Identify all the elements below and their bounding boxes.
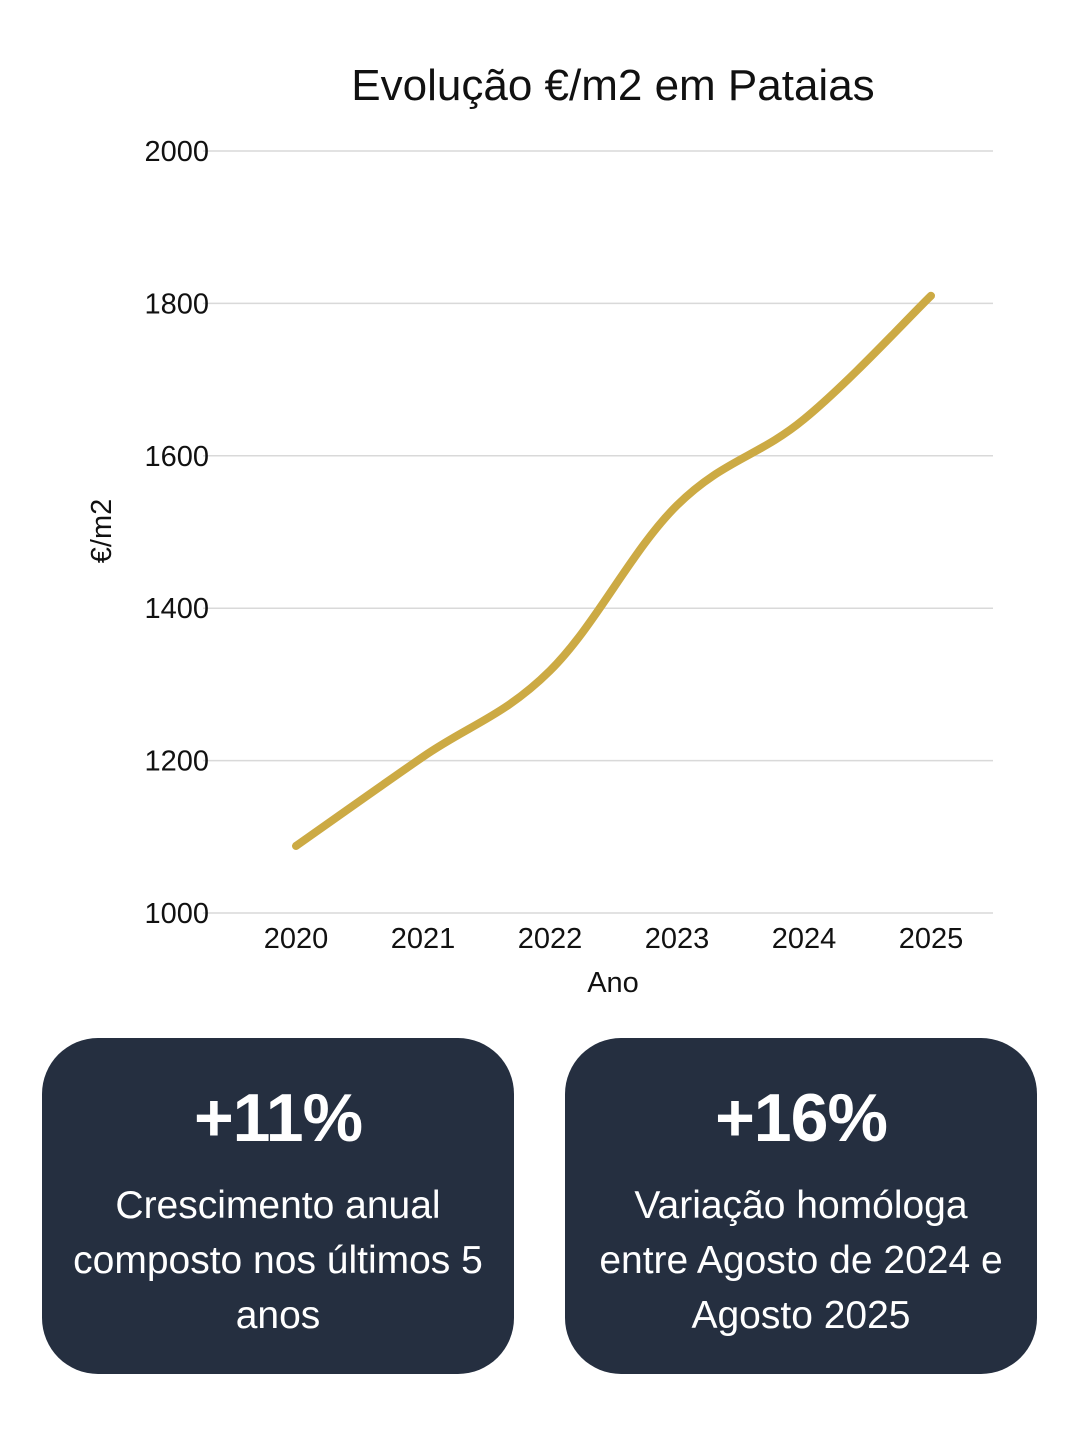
- y-tick-label: 2000: [144, 136, 209, 168]
- stat-card-cagr: +11% Crescimento anual composto nos últi…: [42, 1038, 514, 1374]
- y-tick-label: 1400: [144, 593, 209, 625]
- chart-title: Evolução €/m2 em Pataias: [351, 61, 874, 110]
- y-tick-label: 1600: [144, 441, 209, 473]
- x-axis-label: Ano: [587, 967, 639, 999]
- stat-description-yoy: Variação homóloga entre Agosto de 2024 e…: [599, 1184, 1003, 1337]
- stat-card-yoy: +16% Variação homóloga entre Agosto de 2…: [565, 1038, 1037, 1374]
- series-line: [292, 291, 935, 850]
- y-tick-label: 1000: [144, 898, 209, 930]
- y-tick-label: 1200: [144, 746, 209, 778]
- x-axis-ticks: 2020 2021 2022 2023 2024 2025: [264, 923, 964, 955]
- gridlines: [203, 150, 993, 914]
- x-tick-label: 2025: [899, 923, 964, 955]
- stat-value-cagr: +11%: [193, 1080, 363, 1156]
- stat-description-cagr: Crescimento anual composto nos últimos 5…: [73, 1184, 483, 1337]
- x-tick-label: 2020: [264, 923, 329, 955]
- x-tick-label: 2023: [645, 923, 710, 955]
- stat-value-yoy: +16%: [715, 1080, 888, 1156]
- x-tick-label: 2024: [772, 923, 837, 955]
- y-axis-label: €/m2: [86, 499, 118, 563]
- y-tick-label: 1800: [144, 288, 209, 320]
- y-axis-ticks: 1000 1200 1400 1600 1800 2000: [144, 136, 209, 930]
- x-tick-label: 2021: [391, 923, 456, 955]
- line-chart: Evolução €/m2 em Pataias 1000 1200 1400 160…: [86, 61, 993, 999]
- x-tick-label: 2022: [518, 923, 583, 955]
